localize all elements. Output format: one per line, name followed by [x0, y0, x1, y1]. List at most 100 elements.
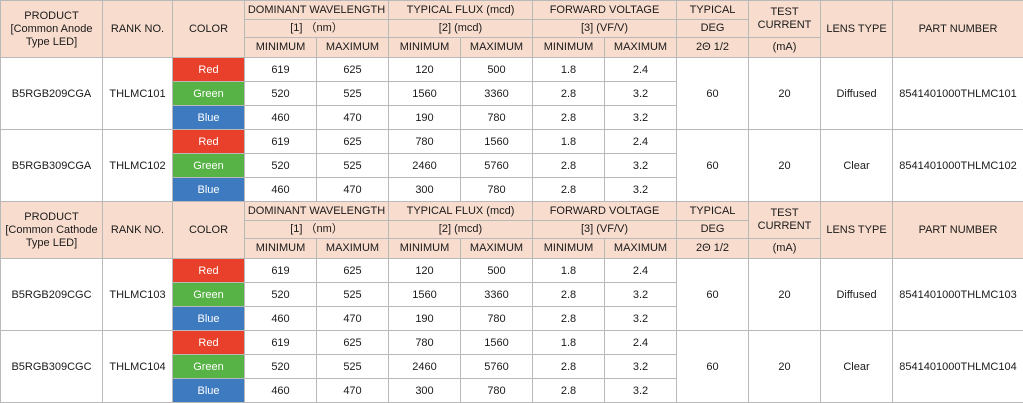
- product-header: PRODUCT [Common Cathode Type LED]: [0, 201, 103, 259]
- flux-min-cell: 780: [388, 330, 461, 355]
- flux-max-cell: 500: [460, 57, 533, 82]
- rank-header: RANK NO.: [102, 0, 173, 58]
- wavelength-max-cell: 625: [316, 330, 389, 355]
- wavelength-min-header: MINIMUM: [244, 238, 317, 259]
- deg-header: DEG: [676, 19, 750, 38]
- flux-max-cell: 3360: [460, 282, 533, 307]
- voltage-max-cell: 3.2: [603, 105, 678, 130]
- rank-cell: THLMC101: [102, 57, 173, 130]
- table-row: B5RGB309CGC THLMC104 Red 619 625 780 156…: [0, 330, 1023, 403]
- voltage-max-cell: 3.2: [603, 177, 678, 202]
- wavelength-max-header: MAXIMUM: [316, 37, 389, 58]
- flux-min-cell: 1560: [388, 81, 461, 106]
- voltage-min-cell: 2.8: [532, 177, 605, 202]
- test-current-cell: 20: [748, 258, 822, 331]
- voltage-min-cell: 2.8: [532, 105, 605, 130]
- wavelength-max-cell: 470: [316, 378, 389, 403]
- color-cell: Green: [172, 282, 245, 307]
- flux-max-cell: 5760: [460, 153, 533, 178]
- color-cell: Red: [172, 258, 245, 283]
- flux-min-cell: 120: [388, 57, 461, 82]
- voltage-max-cell: 3.2: [603, 378, 678, 403]
- voltage-min-cell: 2.8: [532, 282, 605, 307]
- wavelength-max-header: MAXIMUM: [316, 238, 389, 259]
- part-number-header: PART NUMBER: [892, 201, 1023, 259]
- flux-max-header: MAXIMUM: [460, 238, 533, 259]
- wavelength-min-cell: 460: [244, 306, 317, 331]
- flux-max-cell: 1560: [460, 129, 533, 154]
- voltage-min-cell: 2.8: [532, 378, 605, 403]
- flux-unit: [2] (mcd): [388, 220, 533, 239]
- wavelength-unit: [1] （nm）: [244, 220, 389, 239]
- voltage-max-cell: 2.4: [603, 129, 678, 154]
- voltage-min-cell: 1.8: [532, 57, 605, 82]
- color-cell: Red: [172, 330, 245, 355]
- wavelength-max-cell: 525: [316, 81, 389, 106]
- flux-min-header: MINIMUM: [388, 37, 461, 58]
- typical-header: TYPICAL: [676, 0, 750, 20]
- wavelength-max-cell: 625: [316, 129, 389, 154]
- color-cell: Green: [172, 81, 245, 106]
- flux-max-cell: 780: [460, 105, 533, 130]
- color-header: COLOR: [172, 0, 245, 58]
- voltage-header: FORWARD VOLTAGE: [531, 0, 678, 20]
- wavelength-unit: [1] （nm）: [244, 19, 389, 38]
- flux-min-cell: 780: [388, 129, 461, 154]
- wavelength-header: DOMINANT WAVELENGTH: [244, 0, 389, 20]
- table-row: Green 520 525 1560 3360 2.8 3.2: [1, 282, 1023, 307]
- flux-max-header: MAXIMUM: [460, 37, 533, 58]
- voltage-max-header: MAXIMUM: [603, 238, 678, 259]
- voltage-max-cell: 3.2: [603, 306, 678, 331]
- typical-header: TYPICAL: [676, 201, 750, 221]
- wavelength-min-cell: 619: [244, 258, 317, 283]
- voltage-max-cell: 3.2: [603, 354, 678, 379]
- lens-type-cell: Diffused: [820, 258, 894, 331]
- flux-min-cell: 300: [388, 378, 461, 403]
- voltage-min-cell: 1.8: [532, 330, 605, 355]
- wavelength-min-header: MINIMUM: [244, 37, 317, 58]
- lens-type-header: LENS TYPE: [820, 0, 894, 58]
- current-unit: (mA): [748, 238, 822, 259]
- angle-header: 2Θ 1/2: [676, 37, 750, 58]
- voltage-min-cell: 2.8: [532, 354, 605, 379]
- wavelength-max-cell: 470: [316, 306, 389, 331]
- flux-min-header: MINIMUM: [388, 238, 461, 259]
- flux-min-cell: 190: [388, 306, 461, 331]
- voltage-max-cell: 2.4: [603, 330, 678, 355]
- color-cell: Green: [172, 354, 245, 379]
- color-cell: Green: [172, 153, 245, 178]
- voltage-min-header: MINIMUM: [532, 238, 605, 259]
- deg-cell: 60: [676, 57, 750, 130]
- flux-min-cell: 2460: [388, 153, 461, 178]
- wavelength-min-cell: 460: [244, 105, 317, 130]
- wavelength-min-cell: 619: [244, 330, 317, 355]
- wavelength-min-cell: 460: [244, 378, 317, 403]
- deg-cell: 60: [676, 258, 750, 331]
- voltage-min-cell: 1.8: [532, 258, 605, 283]
- product-header: PRODUCT [Common Anode Type LED]: [0, 0, 103, 58]
- color-cell: Blue: [172, 105, 245, 130]
- test-current-cell: 20: [748, 57, 822, 130]
- voltage-min-cell: 2.8: [532, 306, 605, 331]
- rank-cell: THLMC104: [102, 330, 173, 403]
- test-current-header: TEST CURRENT: [748, 201, 822, 239]
- part-number-cell: 8541401000THLMC104: [892, 330, 1023, 403]
- color-cell: Blue: [172, 306, 245, 331]
- voltage-unit: [3] (VF/V): [531, 19, 678, 38]
- wavelength-min-cell: 619: [244, 57, 317, 82]
- flux-header: TYPICAL FLUX (mcd): [388, 0, 533, 20]
- wavelength-max-cell: 525: [316, 153, 389, 178]
- product-cell: B5RGB209CGA: [0, 57, 103, 130]
- voltage-max-cell: 3.2: [603, 282, 678, 307]
- flux-max-cell: 780: [460, 306, 533, 331]
- table-row: Blue 460 470 190 780 2.8 3.2: [1, 306, 1023, 331]
- voltage-max-cell: 2.4: [603, 258, 678, 283]
- voltage-max-cell: 3.2: [603, 81, 678, 106]
- flux-max-cell: 780: [460, 177, 533, 202]
- table-row: Blue 460 470 300 780 2.8 3.2: [1, 177, 1023, 202]
- flux-max-cell: 5760: [460, 354, 533, 379]
- voltage-unit: [3] (VF/V): [531, 220, 678, 239]
- wavelength-min-cell: 619: [244, 129, 317, 154]
- test-current-cell: 20: [748, 330, 822, 403]
- product-cell: B5RGB209CGC: [0, 258, 103, 331]
